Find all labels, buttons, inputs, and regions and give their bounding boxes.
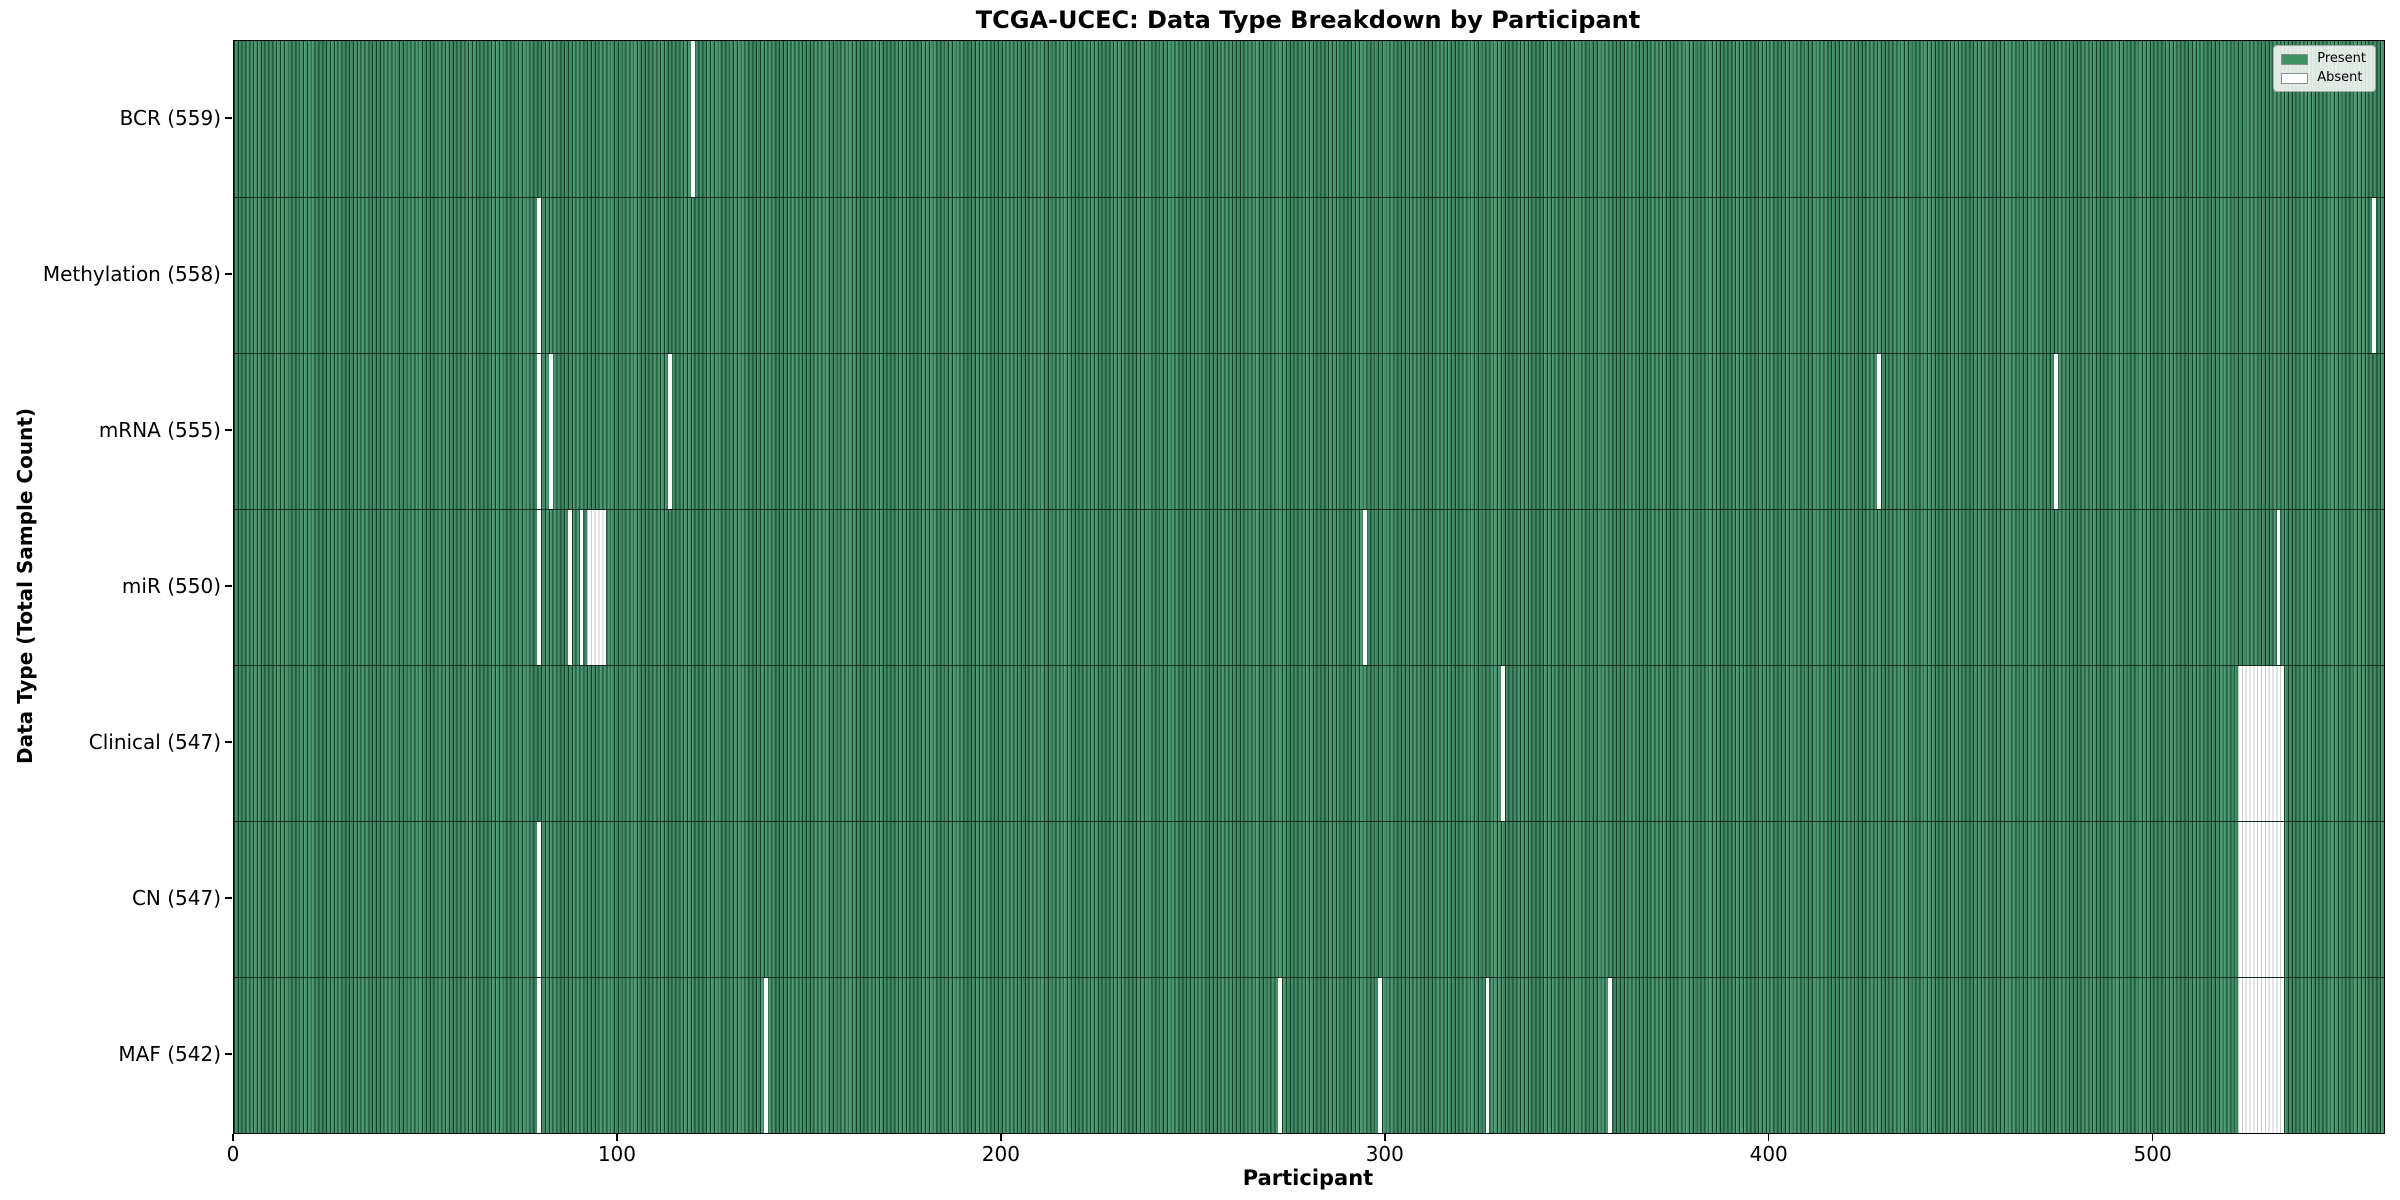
y-tick-label-CN: CN (547): [131, 886, 221, 910]
heatmap-row-BCR: [234, 41, 2384, 197]
absent-gap-MAF-272: [1278, 978, 1283, 1133]
y-tick-mark: [225, 585, 232, 587]
x-tick-mark: [616, 1133, 618, 1141]
absent-gap-mRNA-79: [537, 354, 542, 509]
legend-swatch-present: [2281, 53, 2309, 65]
y-tick-label-mRNA: mRNA (555): [98, 418, 221, 442]
x-tick-label-400: 400: [1749, 1142, 1788, 1166]
y-tick-label-MAF: MAF (542): [118, 1042, 221, 1066]
x-tick-label-300: 300: [1365, 1142, 1404, 1166]
x-tick-label-0: 0: [226, 1142, 240, 1166]
y-tick-label-Clinical: Clinical (547): [88, 730, 221, 754]
y-tick-label-Methylation: Methylation (558): [42, 262, 221, 286]
legend-item-absent: Absent: [2281, 71, 2366, 85]
heatmap-row-Methylation: [234, 197, 2384, 353]
absent-gap-MAF-358: [1608, 978, 1613, 1133]
y-tick-label-miR: miR (550): [121, 574, 221, 598]
absent-gap-BCR-119: [690, 41, 695, 197]
legend-label: Present: [2317, 51, 2366, 66]
x-tick-mark: [1000, 1133, 1002, 1141]
absent-gap-mRNA-474: [2053, 354, 2058, 509]
absent-gap-MAF-79: [537, 978, 542, 1133]
y-tick-mark: [225, 1053, 232, 1055]
plot-area: Present Absent: [233, 40, 2385, 1134]
y-tick-mark: [225, 897, 232, 899]
y-tick-mark: [225, 429, 232, 431]
legend-item-present: Present: [2281, 52, 2366, 66]
y-tick-mark: [225, 273, 232, 275]
absent-gap-Methylation-557: [2372, 198, 2377, 353]
absent-gap-MAF-298: [1378, 978, 1382, 1133]
y-tick-mark: [225, 117, 232, 119]
absent-gap-CN-79: [537, 822, 542, 977]
absent-gap-mRNA-82: [548, 354, 553, 509]
chart-title: TCGA-UCEC: Data Type Breakdown by Partic…: [975, 6, 1641, 34]
heatmap-row-Clinical: [234, 665, 2384, 821]
x-axis-label: Participant: [1242, 1166, 1374, 1190]
absent-gap-Clinical-330: [1500, 666, 1505, 821]
absent-gap-miR-79: [537, 510, 542, 665]
absent-gap-MAF-138: [763, 978, 768, 1133]
x-tick-mark: [2151, 1133, 2154, 1141]
legend: Present Absent: [2273, 45, 2376, 92]
x-tick-mark: [232, 1133, 234, 1141]
legend-swatch-absent: [2281, 72, 2309, 84]
heatmap-row-miR: [234, 509, 2384, 665]
absent-gap-miR-294: [1362, 510, 1367, 665]
heatmap-row-MAF: [234, 977, 2384, 1133]
absent-gap-miR-87: [568, 510, 572, 665]
x-tick-label-100: 100: [597, 1142, 637, 1166]
absent-gap-miR-92: [587, 510, 607, 665]
absent-gap-miR-90: [579, 510, 584, 665]
absent-gap-miR-532: [2276, 510, 2281, 665]
legend-label: Absent: [2317, 70, 2363, 85]
x-tick-label-500: 500: [2133, 1142, 2172, 1166]
absent-gap-Clinical-522: [2238, 666, 2285, 821]
absent-gap-mRNA-113: [667, 354, 672, 509]
absent-gap-MAF-326: [1485, 978, 1490, 1133]
heatmap-row-mRNA: [234, 353, 2384, 509]
absent-gap-mRNA-428: [1877, 354, 1882, 509]
y-tick-label-BCR: BCR (559): [119, 106, 221, 130]
x-tick-label-200: 200: [981, 1142, 1020, 1166]
y-axis-label: Data Type (Total Sample Count): [13, 407, 37, 765]
absent-gap-Methylation-79: [537, 198, 542, 353]
y-tick-mark: [225, 741, 232, 743]
x-tick-mark: [1767, 1133, 1770, 1141]
absent-gap-MAF-522: [2238, 978, 2285, 1133]
heatmap-row-CN: [234, 821, 2384, 977]
absent-gap-CN-522: [2238, 822, 2285, 977]
x-tick-mark: [1384, 1133, 1386, 1141]
